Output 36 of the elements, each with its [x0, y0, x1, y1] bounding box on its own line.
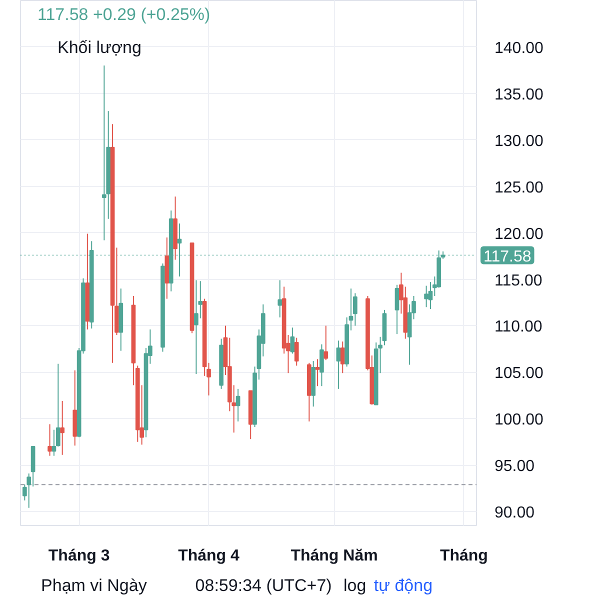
chart-title: 117.58 +0.29 (+0.25%) — [38, 5, 210, 24]
x-tick-label: Tháng — [440, 548, 488, 564]
x-tick-label: Tháng 4 — [178, 548, 240, 564]
candlestick — [336, 340, 341, 390]
candlestick — [294, 337, 299, 366]
candlestick — [353, 292, 358, 326]
y-tick-label: 105.00 — [494, 365, 544, 382]
text: Phạm vi Ngày — [41, 576, 148, 595]
candlestick — [424, 285, 428, 308]
x-tick-label: Tháng 3 — [48, 548, 110, 564]
candlestick — [324, 325, 328, 361]
y-tick-label: 125.00 — [494, 179, 544, 196]
y-tick-label: 95.00 — [494, 458, 535, 476]
candlestick — [236, 388, 240, 422]
ref-line-label: 117.58 — [484, 248, 532, 266]
candlestick — [340, 341, 345, 374]
y-tick-label: 135.00 — [494, 86, 544, 104]
x-tick-label: Tháng Năm — [290, 548, 378, 564]
text: tự động — [374, 576, 433, 595]
y-tick-label: 115.00 — [494, 272, 542, 290]
candlestick — [194, 280, 198, 375]
candlestick — [290, 327, 295, 354]
y-tick-label: 110.00 — [494, 318, 542, 336]
y-tick-label: 120.00 — [494, 226, 544, 243]
y-tick-label: 90.00 — [494, 504, 535, 522]
text: log — [344, 576, 366, 595]
y-tick-label: 140.00 — [494, 40, 544, 57]
text: Khối lượng — [58, 38, 142, 57]
candlestick — [278, 280, 282, 318]
candlestick — [102, 65, 106, 241]
candlestick — [320, 344, 324, 387]
text: 08:59:34 (UTC+7) — [195, 576, 332, 595]
y-tick-label: 130.00 — [494, 132, 544, 150]
candlestick — [315, 358, 320, 387]
candlestick — [394, 284, 400, 335]
y-tick-label: 100.00 — [494, 412, 544, 429]
